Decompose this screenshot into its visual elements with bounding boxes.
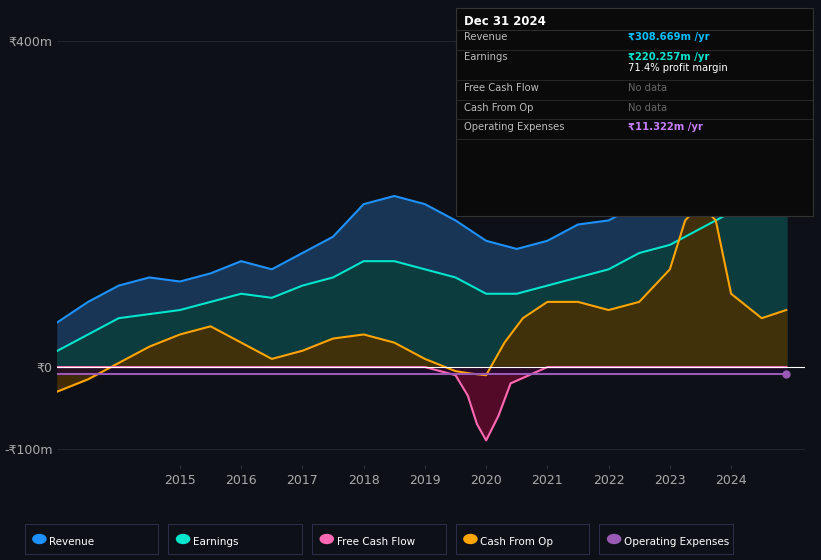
Text: No data: No data: [628, 83, 667, 94]
Text: Free Cash Flow: Free Cash Flow: [464, 83, 539, 94]
Text: Operating Expenses: Operating Expenses: [464, 123, 564, 133]
Text: Earnings: Earnings: [193, 536, 238, 547]
Text: Cash From Op: Cash From Op: [480, 536, 553, 547]
Text: Earnings: Earnings: [464, 52, 507, 62]
Text: ₹11.322m /yr: ₹11.322m /yr: [628, 123, 703, 133]
Text: Free Cash Flow: Free Cash Flow: [337, 536, 415, 547]
Text: Cash From Op: Cash From Op: [464, 103, 534, 113]
Text: No data: No data: [628, 103, 667, 113]
Text: Dec 31 2024: Dec 31 2024: [464, 15, 546, 28]
Text: Operating Expenses: Operating Expenses: [624, 536, 729, 547]
Text: Revenue: Revenue: [464, 32, 507, 43]
Text: ₹220.257m /yr: ₹220.257m /yr: [628, 52, 709, 62]
Text: Revenue: Revenue: [49, 536, 94, 547]
Text: 71.4% profit margin: 71.4% profit margin: [628, 63, 727, 73]
Text: ₹308.669m /yr: ₹308.669m /yr: [628, 32, 709, 43]
